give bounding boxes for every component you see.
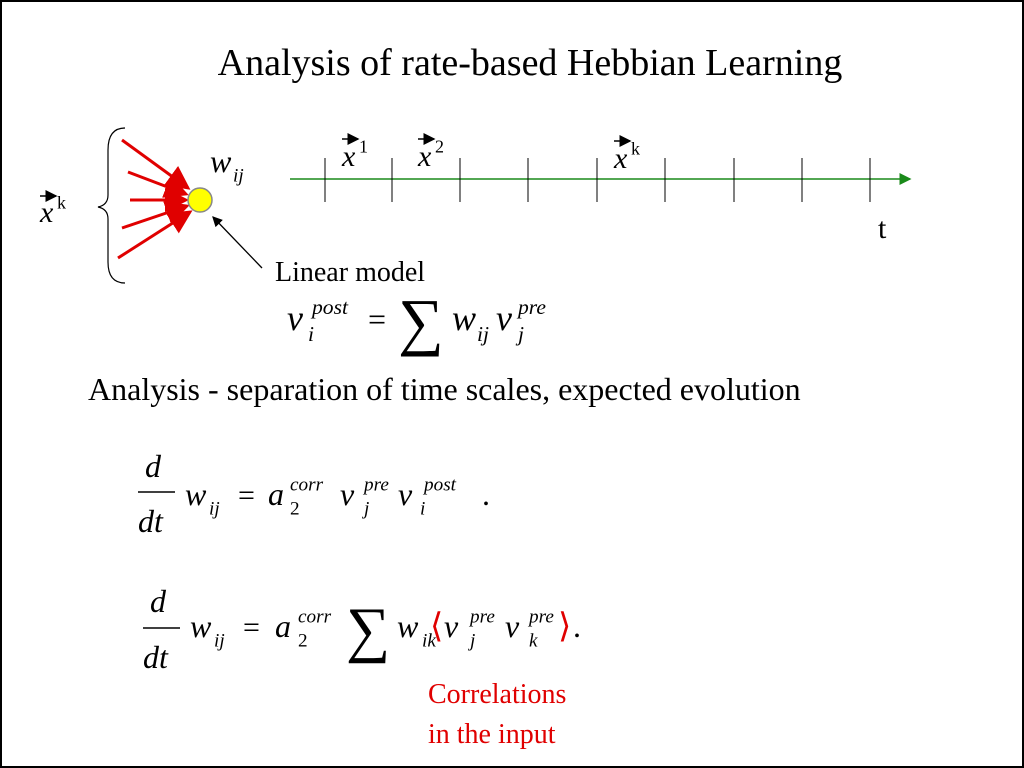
math-superscript: pre <box>362 475 389 496</box>
math-superscript: pre <box>516 295 546 319</box>
math-superscript: 1 <box>359 137 368 157</box>
math-variable: ν <box>496 298 512 338</box>
math-variable: x <box>341 140 356 173</box>
math-superscript: 2 <box>435 137 444 157</box>
math-numerator: d <box>150 583 167 619</box>
math-operator: ∑ <box>346 596 390 664</box>
math-variable: x <box>39 196 54 229</box>
math-variable: w <box>185 476 207 512</box>
math-variable: x <box>613 142 628 175</box>
math-variable: ν <box>444 608 459 644</box>
math-subscript: j <box>361 499 369 520</box>
input-arrow <box>121 201 190 230</box>
math-subscript: ij <box>209 499 220 520</box>
math-superscript: corr <box>290 475 324 496</box>
math-superscript: post <box>310 295 349 319</box>
annotation-line: in the input <box>428 719 556 750</box>
input-arrow <box>127 170 189 198</box>
input-arrow <box>117 210 193 260</box>
math-subscript: ij <box>214 631 225 652</box>
math-superscript: post <box>422 475 457 496</box>
math-variable: ν <box>505 608 520 644</box>
title: Analysis of rate-based Hebbian Learning <box>218 42 843 84</box>
input-arrows <box>117 138 193 260</box>
math-subscript: i <box>420 499 425 520</box>
spike-ticks <box>324 158 871 202</box>
math-superscript: corr <box>298 607 332 628</box>
model-pointer <box>212 216 263 269</box>
math-variable: ν <box>287 298 303 338</box>
math-bracket: ⟩ <box>558 608 571 645</box>
math-operator: = <box>243 611 260 644</box>
math-variable: w <box>397 608 419 644</box>
math-period: . <box>573 608 581 644</box>
math-subscript: ik <box>422 631 436 652</box>
brace <box>97 127 126 284</box>
math-subscript: j <box>467 631 475 652</box>
math-variable: ν <box>340 476 355 512</box>
math-variable: w <box>190 608 212 644</box>
math-operator: = <box>238 479 255 512</box>
model-label: Linear model <box>275 257 425 288</box>
math-superscript: pre <box>527 607 554 628</box>
math-variable: w <box>452 298 476 338</box>
math-denominator: dt <box>138 503 164 539</box>
math-variable: a <box>275 608 291 644</box>
math-variable: x <box>417 140 432 173</box>
math-subscript: i <box>308 322 314 346</box>
math-period: . <box>482 476 490 512</box>
subtitle: Analysis - separation of time scales, ex… <box>88 371 801 407</box>
math-superscript: pre <box>468 607 495 628</box>
math-subscript: k <box>529 631 538 652</box>
math-bracket: ⟨ <box>430 608 443 645</box>
math-operator: ∑ <box>398 286 444 357</box>
math-operator: = <box>368 301 386 337</box>
math-denominator: dt <box>143 639 169 675</box>
math-superscript: k <box>631 139 640 159</box>
annotation-line: Correlations <box>428 679 566 710</box>
math-variable: ν <box>398 476 413 512</box>
diagram <box>97 127 912 284</box>
math-variable: a <box>268 476 284 512</box>
math-numerator: d <box>145 448 162 484</box>
math-subscript: ij <box>233 166 244 187</box>
axis-label: t <box>878 212 887 245</box>
math-subscript: ij <box>477 322 489 346</box>
math-subscript: j <box>515 322 524 346</box>
math-subscript: 2 <box>290 499 300 520</box>
math-superscript: k <box>57 193 66 213</box>
math-subscript: 2 <box>298 631 308 652</box>
math-variable: w <box>210 143 232 179</box>
neuron <box>187 187 213 213</box>
